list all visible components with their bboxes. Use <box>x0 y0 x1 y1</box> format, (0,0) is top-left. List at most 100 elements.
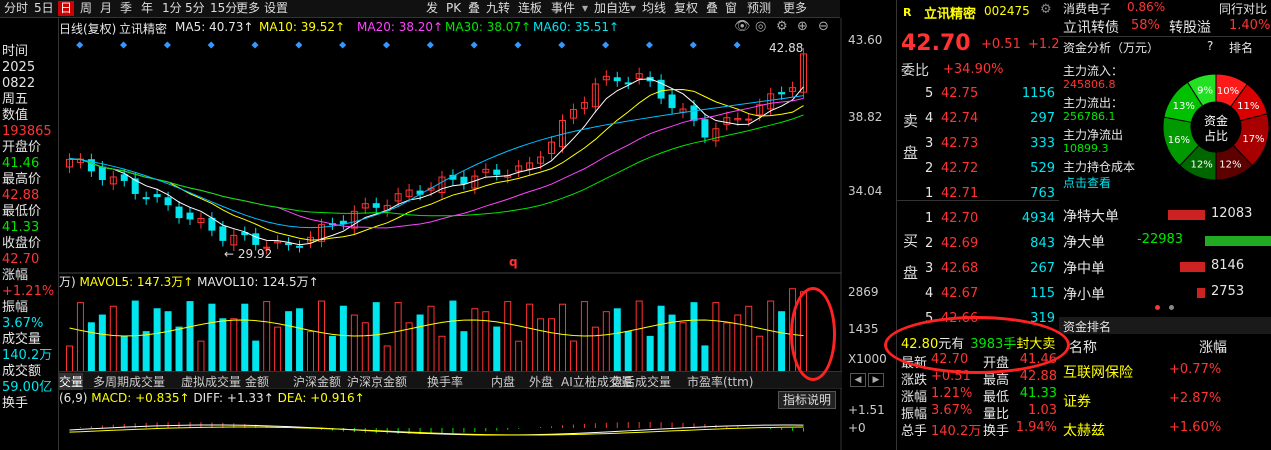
period-tab[interactable]: 日 <box>58 1 75 16</box>
volume-bar <box>153 308 161 377</box>
order-price[interactable]: 42.75 <box>941 86 979 101</box>
order-price[interactable]: 42.70 <box>941 211 979 226</box>
pager-dot[interactable] <box>1169 305 1174 310</box>
peer-compare-link[interactable]: 同行对比 <box>1219 2 1268 16</box>
dropdown-icon[interactable]: ▾ <box>630 1 637 15</box>
sector-row-name[interactable]: 互联网保险 <box>1063 365 1133 381</box>
toolbar-button[interactable]: 事件 <box>551 1 576 15</box>
sector-col-name[interactable]: 名称 <box>1069 340 1097 356</box>
indicator-tab[interactable]: 沪深京金额 <box>347 375 408 389</box>
candle <box>668 94 676 109</box>
flow-value: 12083 <box>1211 206 1253 221</box>
right-panel: R 立讯精密 002475 ⚙ 42.70 +0.51 +1.2 委比 +34.… <box>896 0 1271 450</box>
indicator-tab[interactable]: 金额 <box>245 375 270 389</box>
toolbar-button[interactable]: 连板 <box>518 1 543 15</box>
sidebar-value: 3.67% <box>2 316 44 331</box>
period-tab[interactable]: 1分 <box>162 1 182 15</box>
indicator-tab[interactable]: 虚拟成交量 <box>181 375 242 389</box>
toolbar-button[interactable]: 复权 <box>674 1 699 15</box>
order-level: 2 <box>925 236 934 251</box>
eye-off-icon[interactable]: ◎ <box>755 19 767 34</box>
indicator-tab[interactable]: 内盘 <box>491 375 516 389</box>
sidebar-label: 开盘价 <box>2 140 42 155</box>
settings-gear-icon[interactable]: ⚙ <box>1040 2 1052 17</box>
eye-icon[interactable]: 👁 <box>734 19 751 34</box>
ma5-line <box>69 78 804 246</box>
period-tab[interactable]: 分时 <box>4 1 29 15</box>
toolbar-button[interactable]: 加自选 <box>594 1 631 15</box>
sidebar-value: 42.88 <box>2 188 40 203</box>
stat-value: 140.2万 <box>931 424 982 439</box>
flow-label: 净大单 <box>1063 235 1105 251</box>
scroll-right-icon[interactable]: ▶ <box>868 373 884 387</box>
period-tab[interactable]: 5分 <box>185 1 205 15</box>
donut-label: 16% <box>1168 135 1190 146</box>
sector-row-name[interactable]: 证券 <box>1063 394 1091 410</box>
event-marker <box>382 41 391 49</box>
pager-dot[interactable] <box>1155 305 1160 310</box>
toolbar-button[interactable]: 更多 <box>783 1 808 15</box>
toolbar-button[interactable]: 预测 <box>747 1 772 15</box>
webi-value: +34.90% <box>943 62 1004 77</box>
toolbar-button[interactable]: 叠 <box>468 1 481 15</box>
volume-bar <box>558 303 566 377</box>
toolbar-button[interactable]: 九转 <box>486 1 511 15</box>
sector-row-name[interactable]: 太赫兹 <box>1063 423 1105 439</box>
fund-title: 资金分析（万元） <box>1063 41 1160 55</box>
dropdown-icon[interactable]: ▾ <box>582 1 589 15</box>
period-tab[interactable]: 5日 <box>34 1 54 15</box>
period-tab[interactable]: 季 <box>120 1 133 15</box>
indicator-help-button[interactable]: 指标说明 <box>778 391 837 409</box>
order-price[interactable]: 42.68 <box>941 261 979 276</box>
bond-name[interactable]: 立讯转债 <box>1063 20 1119 36</box>
fund-analysis-panel: 消费电子 0.86% 同行对比 立讯转债 58% 转股溢 1.40% 资金分析（万元）? 排名主… <box>1059 0 1271 450</box>
event-marker <box>733 41 741 49</box>
event-marker <box>602 41 610 49</box>
indicator-tab[interactable]: 换手率 <box>427 375 464 389</box>
side-label: 盘 <box>903 144 919 162</box>
period-tab[interactable]: 周 <box>80 1 93 15</box>
indicator-tab[interactable]: 市盈率(ttm) <box>687 375 754 389</box>
period-tab[interactable]: 15分 <box>210 1 238 15</box>
plus-circle-icon[interactable]: ⊕ <box>797 19 808 34</box>
main-chart[interactable]: 42.88 ← 29.92 q <box>59 18 842 450</box>
period-tab[interactable]: 设置 <box>264 1 289 15</box>
toolbar-button[interactable]: 均线 <box>642 1 667 15</box>
indicator-tab[interactable]: 沪深金额 <box>293 375 342 389</box>
donut-label: 9% <box>1197 86 1213 97</box>
sidebar-value: 140.2万 <box>2 348 53 363</box>
indicator-tab[interactable]: 交量 <box>59 373 84 390</box>
help-icon[interactable]: ? <box>1207 39 1214 53</box>
volume-bar <box>723 322 731 377</box>
scroll-left-icon[interactable]: ◀ <box>850 373 866 387</box>
indicator-tab[interactable]: 盘后成交量 <box>611 375 672 389</box>
sector-col-change[interactable]: 涨幅 <box>1199 340 1227 356</box>
toolbar-button[interactable]: PK <box>446 1 462 15</box>
indicator-tab[interactable]: 多周期成交量 <box>93 375 166 389</box>
sector-name[interactable]: 消费电子 <box>1063 2 1112 16</box>
toolbar-button[interactable]: 窗 <box>725 1 738 15</box>
rank-button[interactable]: 排名 <box>1229 41 1254 55</box>
stat-value: 1.21% <box>931 386 973 401</box>
indicator-tab[interactable]: 外盘 <box>529 375 554 389</box>
order-price[interactable]: 42.71 <box>941 186 979 201</box>
period-tab[interactable]: 月 <box>100 1 113 15</box>
period-tab[interactable]: 年 <box>141 1 154 15</box>
fund-link[interactable]: 点击查看 <box>1063 176 1112 190</box>
order-price[interactable]: 42.67 <box>941 286 979 301</box>
indicator-tab[interactable]: AI立桩成交量 <box>561 375 633 389</box>
gear-icon[interactable]: ⚙ <box>776 19 788 34</box>
ma60-line <box>69 95 804 229</box>
order-price[interactable]: 42.69 <box>941 236 979 251</box>
order-price[interactable]: 42.74 <box>941 111 979 126</box>
candle <box>109 176 117 185</box>
volume-axis-label: 1435 <box>848 322 879 336</box>
minus-circle-icon[interactable]: ⊖ <box>818 19 829 34</box>
order-price[interactable]: 42.73 <box>941 136 979 151</box>
sector-change: 0.86% <box>1127 0 1166 14</box>
toolbar-button[interactable]: 发 <box>426 1 439 15</box>
toolbar-button[interactable]: 叠 <box>706 1 719 15</box>
period-tab[interactable]: 更多 <box>236 1 261 15</box>
order-price[interactable]: 42.72 <box>941 161 979 176</box>
flow-label: 净中单 <box>1063 261 1105 277</box>
